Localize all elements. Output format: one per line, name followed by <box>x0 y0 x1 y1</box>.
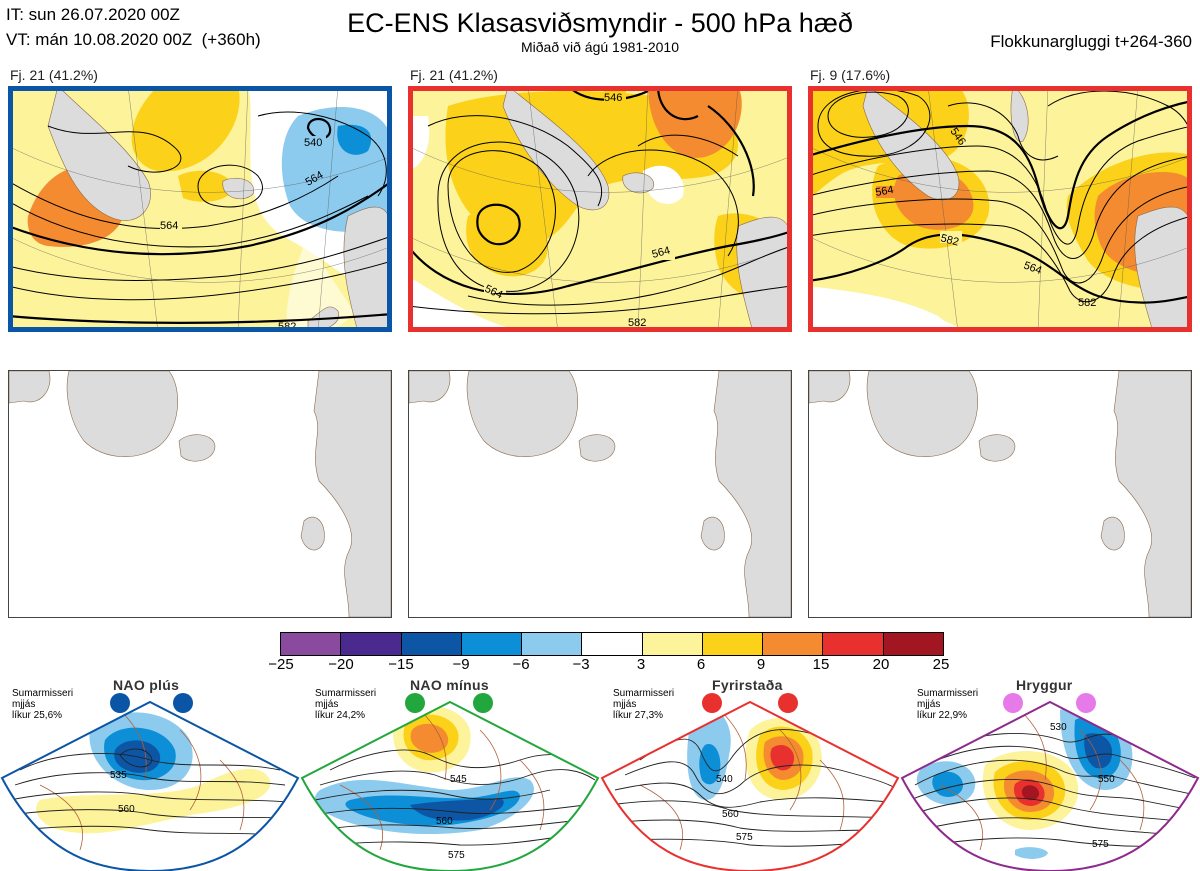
colorbar-tick: −3 <box>572 656 590 673</box>
regime-3-likelihood: líkur 27,3% <box>613 710 664 721</box>
cluster-3-map: 564 582 546 564 582 <box>808 86 1192 332</box>
colorbar-segment <box>702 633 764 655</box>
regime-2-contour-575: 575 <box>448 850 465 861</box>
cluster-3-contour-564: 564 <box>874 184 894 199</box>
cluster-2-map: 564 546 564 582 <box>408 86 792 332</box>
regime-1-period: mjjás <box>12 699 36 710</box>
colorbar-tick: 6 <box>696 656 706 673</box>
regime-4-likelihood: líkur 22,9% <box>917 710 968 721</box>
cluster-1-contour-582: 582 <box>278 321 296 332</box>
regime-3-name: Fyrirstaða <box>712 677 783 693</box>
cluster-3-contour-582: 582 <box>939 232 960 248</box>
regime-3-contour-560: 560 <box>722 809 739 820</box>
colorbar-tick: 3 <box>636 656 646 673</box>
regime-1-season: Sumarmisseri <box>12 688 74 699</box>
cluster-1-contour-540: 540 <box>304 137 322 149</box>
regime-2-contour-545: 545 <box>450 774 467 785</box>
cluster-2-contour-564b: 564 <box>651 245 672 261</box>
colorbar-tick: −9 <box>452 656 470 673</box>
colorbar-segment <box>401 633 462 655</box>
regime-3-contour-540: 540 <box>716 774 733 785</box>
regime-4-probability: Sumarmisseri mjjás líkur 22,9% <box>917 688 978 721</box>
colorbar-segment <box>461 633 523 655</box>
cluster-1-label: Fj. 21 (41.2%) <box>10 67 98 83</box>
cluster-1-map: 564 540 564 582 <box>8 86 392 332</box>
colorbar-tick: 20 <box>872 656 890 673</box>
regime-2-season: Sumarmisseri <box>315 688 377 699</box>
colorbar-segment <box>522 633 583 655</box>
colorbar-tick: 15 <box>812 656 830 673</box>
cluster-2-label: Fj. 21 (41.2%) <box>410 67 498 83</box>
regime-2-contour-560: 560 <box>436 816 453 827</box>
colorbar-tick: −15 <box>388 656 414 673</box>
regime-3-map: 540 560 575 <box>600 690 900 871</box>
cluster-2-contour-546: 546 <box>604 92 622 104</box>
regime-1-name: NAO plús <box>113 677 180 693</box>
regime-4-name: Hryggur <box>1016 677 1073 693</box>
regime-1-map: 535 560 <box>0 690 300 871</box>
cluster-3-label: Fj. 9 (17.6%) <box>810 67 891 83</box>
valid-time: VT: mán 10.08.2020 00Z (+360h) <box>6 30 261 49</box>
regime-4-contour-550: 550 <box>1098 774 1115 785</box>
regime-2-map: 545 560 575 <box>300 690 600 871</box>
regime-3-season: Sumarmisseri <box>613 688 675 699</box>
colorbar-segment <box>582 633 643 655</box>
colorbar-tick: 25 <box>932 656 950 673</box>
colorbar-tick: −25 <box>268 656 294 673</box>
regime-3-dots <box>702 693 798 713</box>
regime-4-map: 530 550 575 <box>900 690 1200 871</box>
regime-4-dots <box>1003 693 1096 713</box>
init-time: IT: sun 26.07.2020 00Z <box>6 5 180 24</box>
regime-1-probability: Sumarmisseri mjjás líkur 25,6% <box>12 688 73 721</box>
regime-1-contour-560: 560 <box>118 804 135 815</box>
regime-3-contour-575: 575 <box>736 832 753 843</box>
page-subtitle: Miðað við ágú 1981-2010 <box>520 39 679 55</box>
colorbar-segment <box>341 633 402 655</box>
regime-2-likelihood: líkur 24,2% <box>315 710 366 721</box>
cluster-3-contour-582b: 582 <box>1078 297 1096 309</box>
classification-window: Flokkunargluggi t+264-360 <box>990 32 1192 51</box>
page-title: EC-ENS Klasasviðsmyndir - 500 hPa hæð <box>347 8 853 38</box>
regime-2-period: mjjás <box>315 699 339 710</box>
colorbar-tick: −20 <box>328 656 354 673</box>
colorbar-segment <box>642 633 703 655</box>
regime-1-likelihood: líkur 25,6% <box>12 710 63 721</box>
cluster-3-contour-564b: 564 <box>1022 260 1043 278</box>
colorbar-tick: 9 <box>756 656 766 673</box>
anomaly-colorbar <box>280 632 944 656</box>
regime-2-probability: Sumarmisseri mjjás líkur 24,2% <box>315 688 376 721</box>
empty-map-2 <box>408 370 792 618</box>
regime-4-season: Sumarmisseri <box>917 688 979 699</box>
colorbar-segment <box>883 633 943 655</box>
regime-4-contour-530: 530 <box>1050 722 1067 733</box>
colorbar-segment <box>823 633 884 655</box>
regime-3-period: mjjás <box>613 699 637 710</box>
regime-2-dots <box>405 693 493 713</box>
cluster-2-contour-582: 582 <box>628 317 646 329</box>
colorbar-segment <box>763 633 824 655</box>
regime-2-name: NAO mínus <box>410 677 489 693</box>
regime-4-period: mjjás <box>917 699 941 710</box>
colorbar-tick: −6 <box>512 656 530 673</box>
cluster-1-contour-564: 564 <box>160 220 178 232</box>
colorbar-segment <box>281 633 342 655</box>
empty-map-3 <box>808 370 1192 618</box>
empty-map-1 <box>8 370 392 618</box>
regime-3-probability: Sumarmisseri mjjás líkur 27,3% <box>613 688 674 721</box>
regime-1-dots <box>110 693 193 713</box>
regime-1-contour-535: 535 <box>110 770 127 781</box>
regime-4-contour-575: 575 <box>1092 839 1109 850</box>
